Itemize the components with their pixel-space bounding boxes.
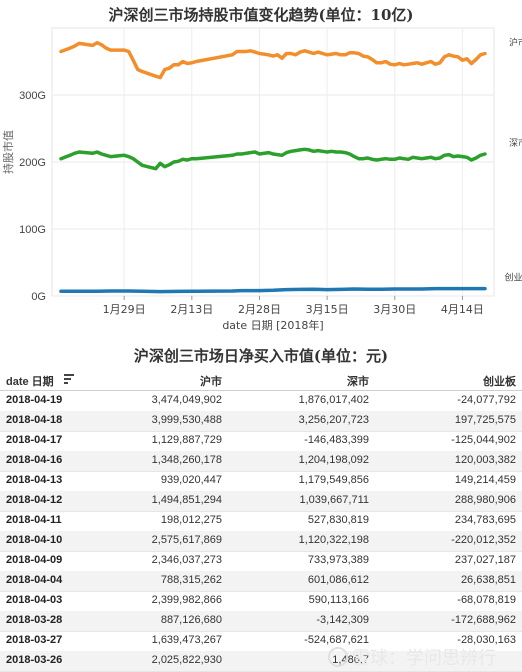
series-label: 深市	[509, 137, 522, 149]
cell-date: 2018-04-18	[6, 414, 63, 426]
cell-sz: -146,483,399	[304, 434, 369, 446]
series-label: 沪市	[509, 36, 522, 48]
cell-sz: 1,179,549,856	[298, 474, 369, 486]
cell-sh: 3,474,049,902	[151, 394, 222, 406]
series-line-创业板	[59, 286, 487, 294]
line-chart: 0G 100G 200G 300G 1月29日 2月13日 2月28日 3月15日 3月30日 4…	[1, 27, 522, 332]
table-row: 2018-04-13 939,020,447 1,179,549,856 149,21…	[0, 471, 522, 492]
cell-sh: 1,494,851,294	[151, 494, 222, 506]
cell-sh: 2,025,822,930	[151, 654, 222, 666]
series-label: 创业板	[504, 272, 522, 284]
table-row: 2018-04-16 1,348,260,178 1,204,198,092 120,…	[0, 451, 522, 472]
cell-cyb: 197,725,575	[454, 414, 516, 426]
y-tick-label: 0G	[31, 291, 46, 303]
header-sh: 沪市	[200, 376, 222, 388]
cell-cyb: -68,078,819	[457, 594, 516, 606]
cell-sz: 1,204,198,092	[298, 454, 369, 466]
xueqiu-logo-icon	[328, 647, 348, 667]
cell-date: 2018-04-03	[6, 594, 63, 606]
cell-date: 2018-04-17	[6, 434, 63, 446]
y-axis-label: 持股市值	[1, 130, 15, 174]
cell-date: 2018-04-13	[6, 474, 63, 486]
table-row: 2018-04-03 2,399,982,866 590,113,166 -68,07…	[0, 591, 522, 612]
cell-cyb: -24,077,792	[457, 394, 516, 406]
cell-sz: 1,120,322,198	[298, 534, 369, 546]
cell-sz: 590,113,166	[308, 594, 369, 606]
table-row: 2018-04-09 2,346,037,273 733,973,389 237,02…	[0, 551, 522, 572]
header-cyb: 创业板	[483, 376, 516, 388]
cell-date: 2018-03-27	[6, 634, 63, 646]
y-tick-label: 200G	[19, 157, 46, 169]
cell-sh: 1,639,473,267	[151, 634, 222, 646]
x-tick-label: 4月14日	[441, 303, 484, 316]
cell-sz: 733,973,389	[307, 554, 369, 566]
x-tick-label: 3月15日	[306, 303, 349, 316]
cell-sh: 788,315,262	[160, 574, 222, 586]
cell-cyb: 149,214,459	[454, 474, 516, 486]
x-axis-label: date 日期 [2018年]	[222, 318, 323, 332]
table-row: 2018-04-04 788,315,262 601,086,612 26,638,8…	[0, 571, 522, 592]
cell-sh: 198,012,275	[160, 514, 222, 526]
cell-sz: 3,256,207,723	[298, 414, 369, 426]
cell-date: 2018-04-16	[6, 454, 63, 466]
cell-cyb: 234,783,695	[454, 514, 516, 526]
cell-date: 2018-04-09	[6, 554, 63, 566]
table-row: 2018-03-28 887,126,680 -3,142,309 -172,688,…	[0, 611, 522, 632]
cell-date: 2018-04-04	[6, 574, 63, 586]
chart-title: 沪深创三市场持股市值变化趋势(单位：10亿)	[108, 6, 414, 24]
table-row: 2018-04-17 1,129,887,729 -146,483,399 -125,…	[0, 431, 522, 452]
x-tick-label: 2月13日	[170, 303, 213, 316]
cell-sz: 527,830,819	[307, 514, 369, 526]
cell-date: 2018-03-28	[6, 614, 63, 626]
cell-sh: 3,999,530,488	[151, 414, 222, 426]
cell-sh: 1,129,887,729	[151, 434, 222, 446]
cell-cyb: 288,980,906	[454, 494, 516, 506]
cell-date: 2018-04-10	[6, 534, 63, 546]
cell-cyb: -125,044,902	[451, 434, 516, 446]
cell-sh: 939,020,447	[160, 474, 222, 486]
cell-cyb: 120,003,382	[454, 454, 516, 466]
cell-date: 2018-03-26	[6, 654, 63, 666]
table-row: 2018-04-11 198,012,275 527,830,819 234,783,…	[0, 511, 522, 532]
cell-cyb: -220,012,352	[451, 534, 516, 546]
y-tick-label: 100G	[19, 224, 46, 236]
x-tick-label: 3月30日	[373, 303, 416, 316]
series-line-沪市	[59, 40, 487, 80]
cell-cyb: -172,688,962	[451, 614, 516, 626]
cell-cyb: 237,027,187	[454, 554, 516, 566]
cell-sz: 1,876,017,402	[298, 394, 369, 406]
table-header: date 日期 沪市 深市 创业板	[0, 372, 522, 391]
cell-sz: 601,086,612	[307, 574, 369, 586]
cell-date: 2018-04-11	[6, 514, 62, 526]
sort-icon[interactable]	[64, 374, 74, 385]
table-row: 2018-04-12 1,494,851,294 1,039,667,711 288,…	[0, 491, 522, 512]
cell-cyb: 26,638,851	[460, 574, 516, 586]
watermark: 雪球：学问思辨行	[328, 644, 496, 670]
x-tick-label: 2月28日	[238, 303, 281, 316]
cell-sh: 2,346,037,273	[151, 554, 222, 566]
y-tick-label: 300G	[19, 90, 46, 102]
header-sz: 深市	[347, 376, 369, 388]
x-tick-label: 1月29日	[103, 303, 146, 316]
cell-sz: -524,687,621	[304, 634, 369, 646]
header-date[interactable]: date 日期	[6, 376, 54, 388]
cell-sz: -3,142,309	[316, 614, 369, 626]
cell-sh: 2,575,617,869	[151, 534, 222, 546]
table-row: 2018-04-10 2,575,617,869 1,120,322,198 -220…	[0, 531, 522, 552]
table-row: 2018-04-19 3,474,049,902 1,876,017,402 -24,…	[0, 391, 522, 412]
cell-sh: 1,348,260,178	[151, 454, 222, 466]
cell-sh: 887,126,680	[160, 614, 222, 626]
cell-sz: 1,039,667,711	[299, 494, 369, 506]
series-line-深市	[59, 147, 487, 171]
table-row: 2018-04-18 3,999,530,488 3,256,207,723 197,…	[0, 411, 522, 432]
cell-sh: 2,399,982,866	[151, 594, 222, 606]
cell-date: 2018-04-19	[6, 394, 63, 406]
table-title: 沪深创三市场日净买入市值(单位：元)	[133, 347, 389, 365]
cell-date: 2018-04-12	[6, 494, 63, 506]
cell-cyb: -28,030,163	[457, 634, 516, 646]
